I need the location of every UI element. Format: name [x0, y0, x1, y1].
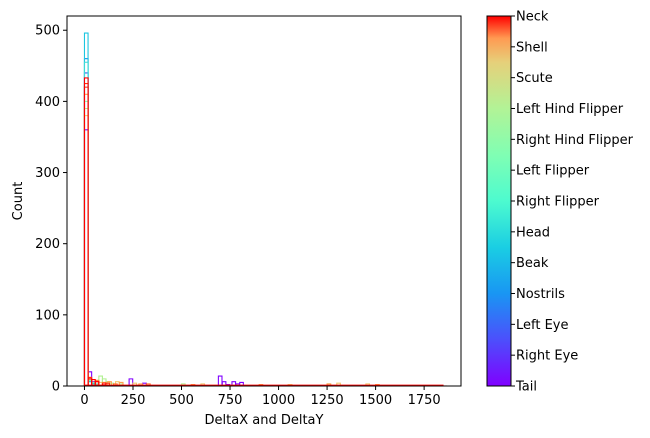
colorbar-ticks: Tail Right Eye Left Eye Nostrils Beak Head Rig… [511, 10, 634, 395]
series-beak [83, 32, 100, 386]
x-tick-label: 1250 [311, 393, 344, 408]
series-right-eye [83, 86, 100, 386]
x-tick-label: 0 [80, 393, 88, 408]
colorbar-tick-label: Shell [516, 40, 548, 55]
y-axis-label: Count [11, 182, 26, 221]
y-tick-label: 400 [35, 95, 60, 110]
colorbar-tick-label: Left Eye [516, 318, 569, 333]
histogram-series-layer [83, 32, 448, 386]
histogram-bin [217, 375, 223, 386]
series-nostrils [83, 58, 96, 386]
colorbar-tick-label: Right Flipper [516, 195, 600, 210]
colorbar-tick-label: Left Flipper [516, 164, 590, 179]
series-right-hind-flipper [83, 115, 371, 386]
series-scute [83, 86, 151, 386]
series-left-eye [83, 72, 100, 386]
series-left-hind-flipper [83, 93, 380, 386]
colorbar-tick-label: Neck [516, 10, 549, 25]
histogram-bin [239, 381, 244, 386]
y-tick-label: 200 [35, 237, 60, 252]
series-neck [83, 77, 448, 386]
colorbar-tick-label: Left Hind Flipper [516, 102, 624, 117]
colorbar-tick-label: Right Hind Flipper [516, 133, 634, 148]
x-axis-ticks: 0 250 500 750 1000 1250 1500 1750 [80, 386, 441, 408]
histogram-bin [128, 378, 134, 386]
colorbar-tick-label: Head [516, 225, 550, 240]
histogram-bin [118, 381, 124, 386]
colorbar-tick-label: Nostrils [516, 287, 565, 302]
histogram-bin [107, 381, 112, 386]
x-tick-label: 1750 [408, 393, 441, 408]
y-tick-label: 300 [35, 166, 60, 181]
series-left-flipper [83, 107, 332, 386]
x-tick-label: 1500 [359, 393, 392, 408]
histogram-bin [221, 381, 227, 386]
colorbar-tick-label: Tail [515, 380, 537, 395]
x-tick-label: 500 [169, 393, 194, 408]
colorbar-tick-label: Right Eye [516, 349, 578, 364]
x-tick-label: 1000 [262, 393, 295, 408]
y-tick-label: 0 [52, 380, 60, 395]
histogram-bin [83, 77, 89, 386]
colorbar-tick-label: Beak [516, 256, 549, 271]
series-tail [83, 129, 244, 386]
series-head [83, 61, 96, 386]
histogram-bin [336, 382, 341, 386]
series-right-flipper [83, 100, 100, 386]
y-tick-label: 100 [35, 308, 60, 323]
x-tick-label: 750 [218, 393, 243, 408]
y-axis-ticks: 0 100 200 300 400 500 [35, 24, 67, 395]
colorbar [486, 15, 512, 387]
histogram-bin [94, 381, 100, 386]
histogram-bin [132, 382, 138, 386]
x-tick-label: 250 [121, 393, 146, 408]
y-tick-label: 500 [35, 24, 60, 39]
x-axis-label: DeltaX and DeltaY [205, 413, 324, 428]
plot-frame [66, 15, 462, 387]
colorbar-tick-label: Scute [516, 71, 553, 86]
